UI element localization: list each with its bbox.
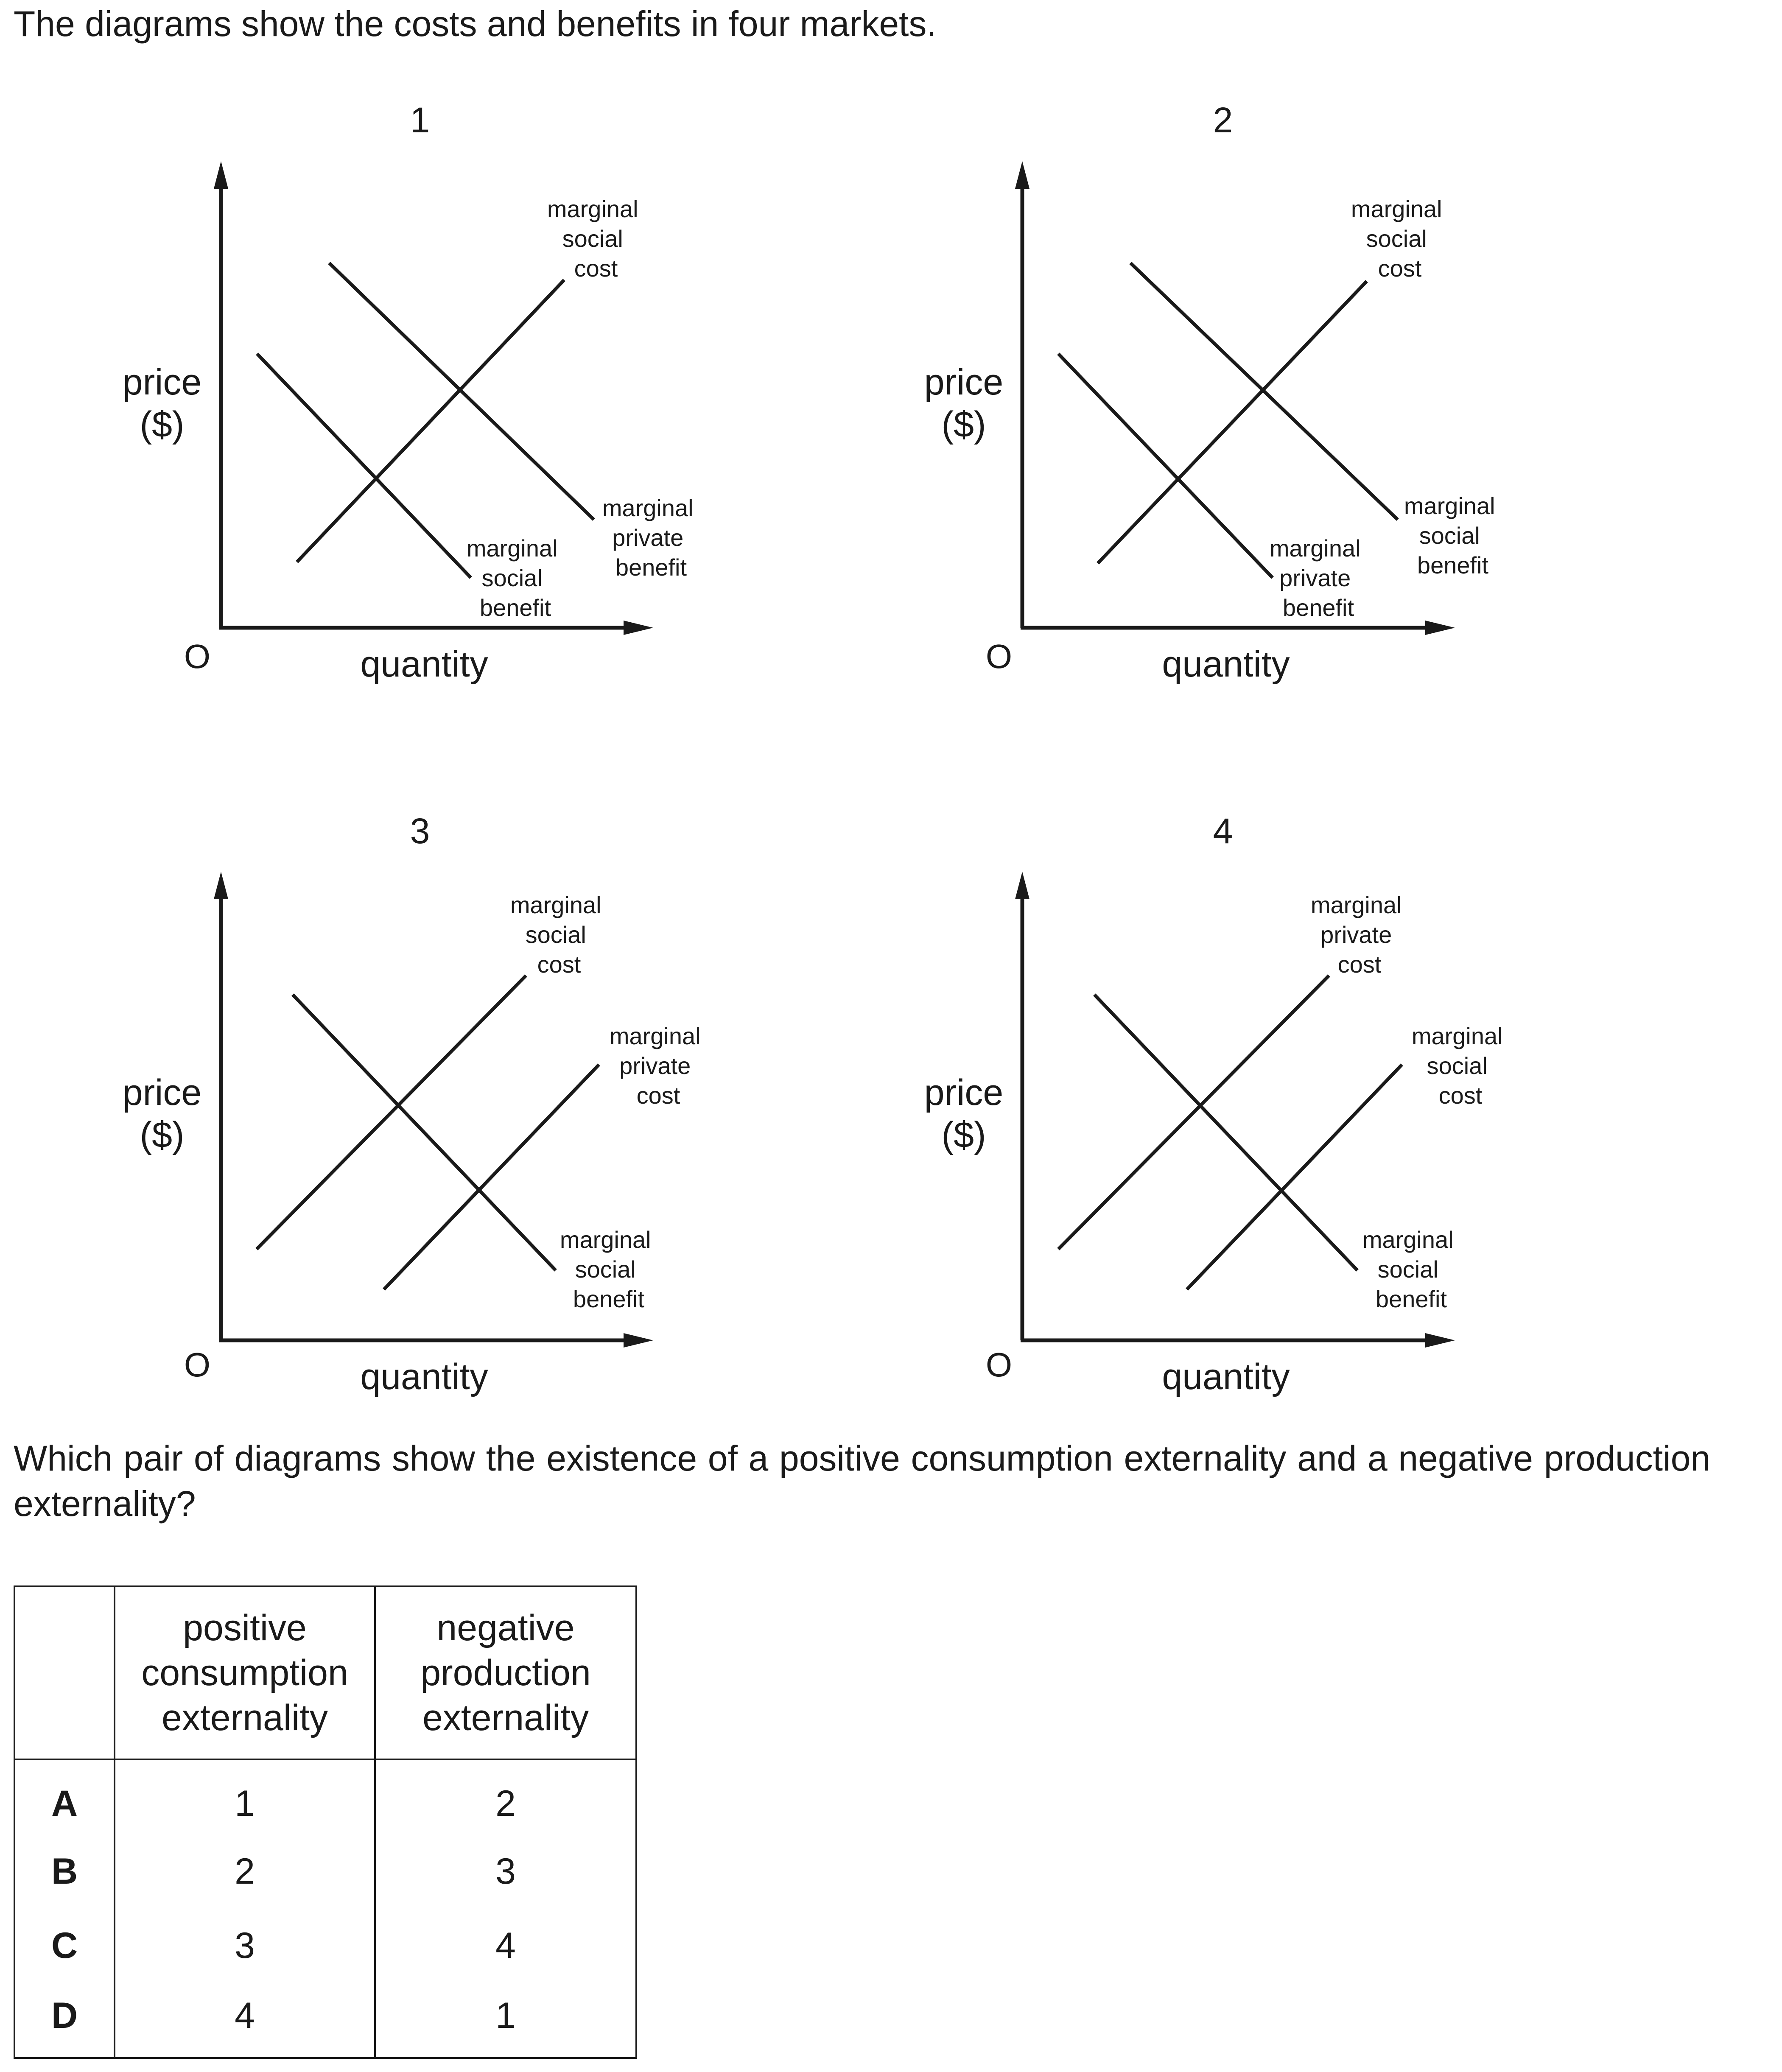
option-key: B: [14, 1834, 115, 1909]
origin-label: O: [986, 638, 1012, 675]
mpb-label: marginal private benefit: [1270, 535, 1367, 621]
diagram-number: 2: [1213, 100, 1233, 140]
positive-value: 1: [114, 1759, 376, 1834]
header-line: positive: [183, 1608, 307, 1648]
table-header-positive: positive consumption externality: [114, 1585, 376, 1760]
y-axis-label-line2: ($): [140, 1115, 184, 1155]
negative-value: 2: [374, 1759, 637, 1834]
y-axis-arrowhead: [1015, 872, 1029, 899]
diagram-1: 1 price ($) O quantity marginal social c…: [123, 100, 700, 685]
positive-value: 4: [114, 1983, 376, 2059]
x-axis-label: quantity: [1162, 1356, 1290, 1397]
intro-text: The diagrams show the costs and benefits…: [14, 4, 937, 44]
msb-label: marginal social benefit: [1404, 492, 1502, 579]
msc-label: marginal social cost: [1351, 196, 1449, 282]
option-key: D: [14, 1983, 115, 2059]
x-axis-label: quantity: [360, 1356, 488, 1397]
y-axis-label-line2: ($): [941, 1115, 986, 1155]
table-row[interactable]: C 3 4: [14, 1909, 637, 1983]
origin-label: O: [184, 1346, 210, 1384]
diagram-number: 3: [410, 811, 430, 851]
marginal-social-cost-line: [1186, 1063, 1403, 1291]
table-header-row: positive consumption externality negativ…: [14, 1585, 637, 1760]
y-axis-arrowhead: [1015, 161, 1029, 189]
x-axis-arrowhead: [624, 621, 653, 635]
diagram-number: 1: [410, 100, 430, 140]
table-row[interactable]: D 4 1: [14, 1983, 637, 2059]
diagram-3: 3 price ($) O quantity marginal social c…: [123, 811, 707, 1397]
positive-value: 3: [114, 1909, 376, 1983]
diagram-number: 4: [1213, 811, 1233, 851]
x-axis-arrowhead: [1425, 621, 1455, 635]
x-axis-arrowhead: [624, 1333, 653, 1348]
marginal-private-cost-line: [1057, 974, 1330, 1250]
msc-label: marginal social cost: [547, 196, 645, 282]
table-header-key: [14, 1585, 115, 1760]
header-line: externality: [162, 1697, 328, 1738]
marginal-social-benefit-line: [1129, 262, 1399, 521]
msb-label: marginal social benefit: [560, 1226, 657, 1312]
x-axis-label: quantity: [360, 644, 488, 685]
marginal-social-benefit-line: [256, 352, 472, 579]
header-line: externality: [422, 1697, 589, 1738]
option-key: C: [14, 1909, 115, 1983]
option-key: A: [14, 1759, 115, 1834]
x-axis-label: quantity: [1162, 644, 1290, 685]
msb-label: marginal social benefit: [467, 535, 564, 621]
y-axis-label-line2: ($): [140, 404, 184, 445]
header-line: consumption: [141, 1653, 348, 1693]
header-line: negative: [436, 1608, 575, 1648]
y-axis-label-line1: price: [924, 1072, 1003, 1113]
y-axis-label-line1: price: [123, 362, 201, 403]
marginal-private-cost-line: [383, 1063, 600, 1291]
mpc-label: marginal private cost: [1311, 892, 1408, 978]
origin-label: O: [986, 1346, 1012, 1384]
marginal-social-cost-line: [255, 974, 527, 1250]
negative-value: 3: [374, 1834, 637, 1909]
y-axis-label-line1: price: [924, 362, 1003, 403]
msc-label: marginal social cost: [510, 892, 608, 978]
origin-label: O: [184, 638, 210, 675]
answer-table: positive consumption externality negativ…: [14, 1585, 637, 2059]
y-axis-label-line1: price: [123, 1072, 201, 1113]
y-axis-arrowhead: [214, 161, 228, 189]
marginal-private-benefit-line: [1057, 352, 1274, 579]
marginal-social-cost-line: [296, 279, 565, 563]
diagram-4: 4 price ($) O quantity marginal private …: [924, 811, 1509, 1397]
table-header-negative: negative production externality: [374, 1585, 637, 1760]
marginal-social-cost-line: [1097, 280, 1368, 565]
positive-value: 2: [114, 1834, 376, 1909]
table-row[interactable]: A 1 2: [14, 1759, 637, 1834]
question-text: Which pair of diagrams show the existenc…: [14, 1438, 1710, 1524]
y-axis-label-line2: ($): [941, 404, 986, 445]
y-axis-arrowhead: [214, 872, 228, 899]
header-line: production: [420, 1653, 591, 1693]
marginal-private-benefit-line: [328, 262, 595, 521]
msb-label: marginal social benefit: [1362, 1226, 1460, 1312]
negative-value: 1: [374, 1983, 637, 2059]
table-row[interactable]: B 2 3: [14, 1834, 637, 1909]
x-axis-arrowhead: [1425, 1333, 1455, 1348]
msc-label: marginal social cost: [1412, 1023, 1509, 1109]
diagram-2: 2 price ($) O quantity marginal social c…: [924, 100, 1502, 685]
marginal-social-benefit-line: [1093, 993, 1359, 1272]
mpc-label: marginal private cost: [610, 1023, 707, 1109]
mpb-label: marginal private benefit: [602, 495, 700, 581]
negative-value: 4: [374, 1909, 637, 1983]
diagrams-figure: 1 price ($) O quantity marginal social c…: [123, 100, 1509, 1397]
marginal-social-benefit-line: [291, 993, 557, 1272]
